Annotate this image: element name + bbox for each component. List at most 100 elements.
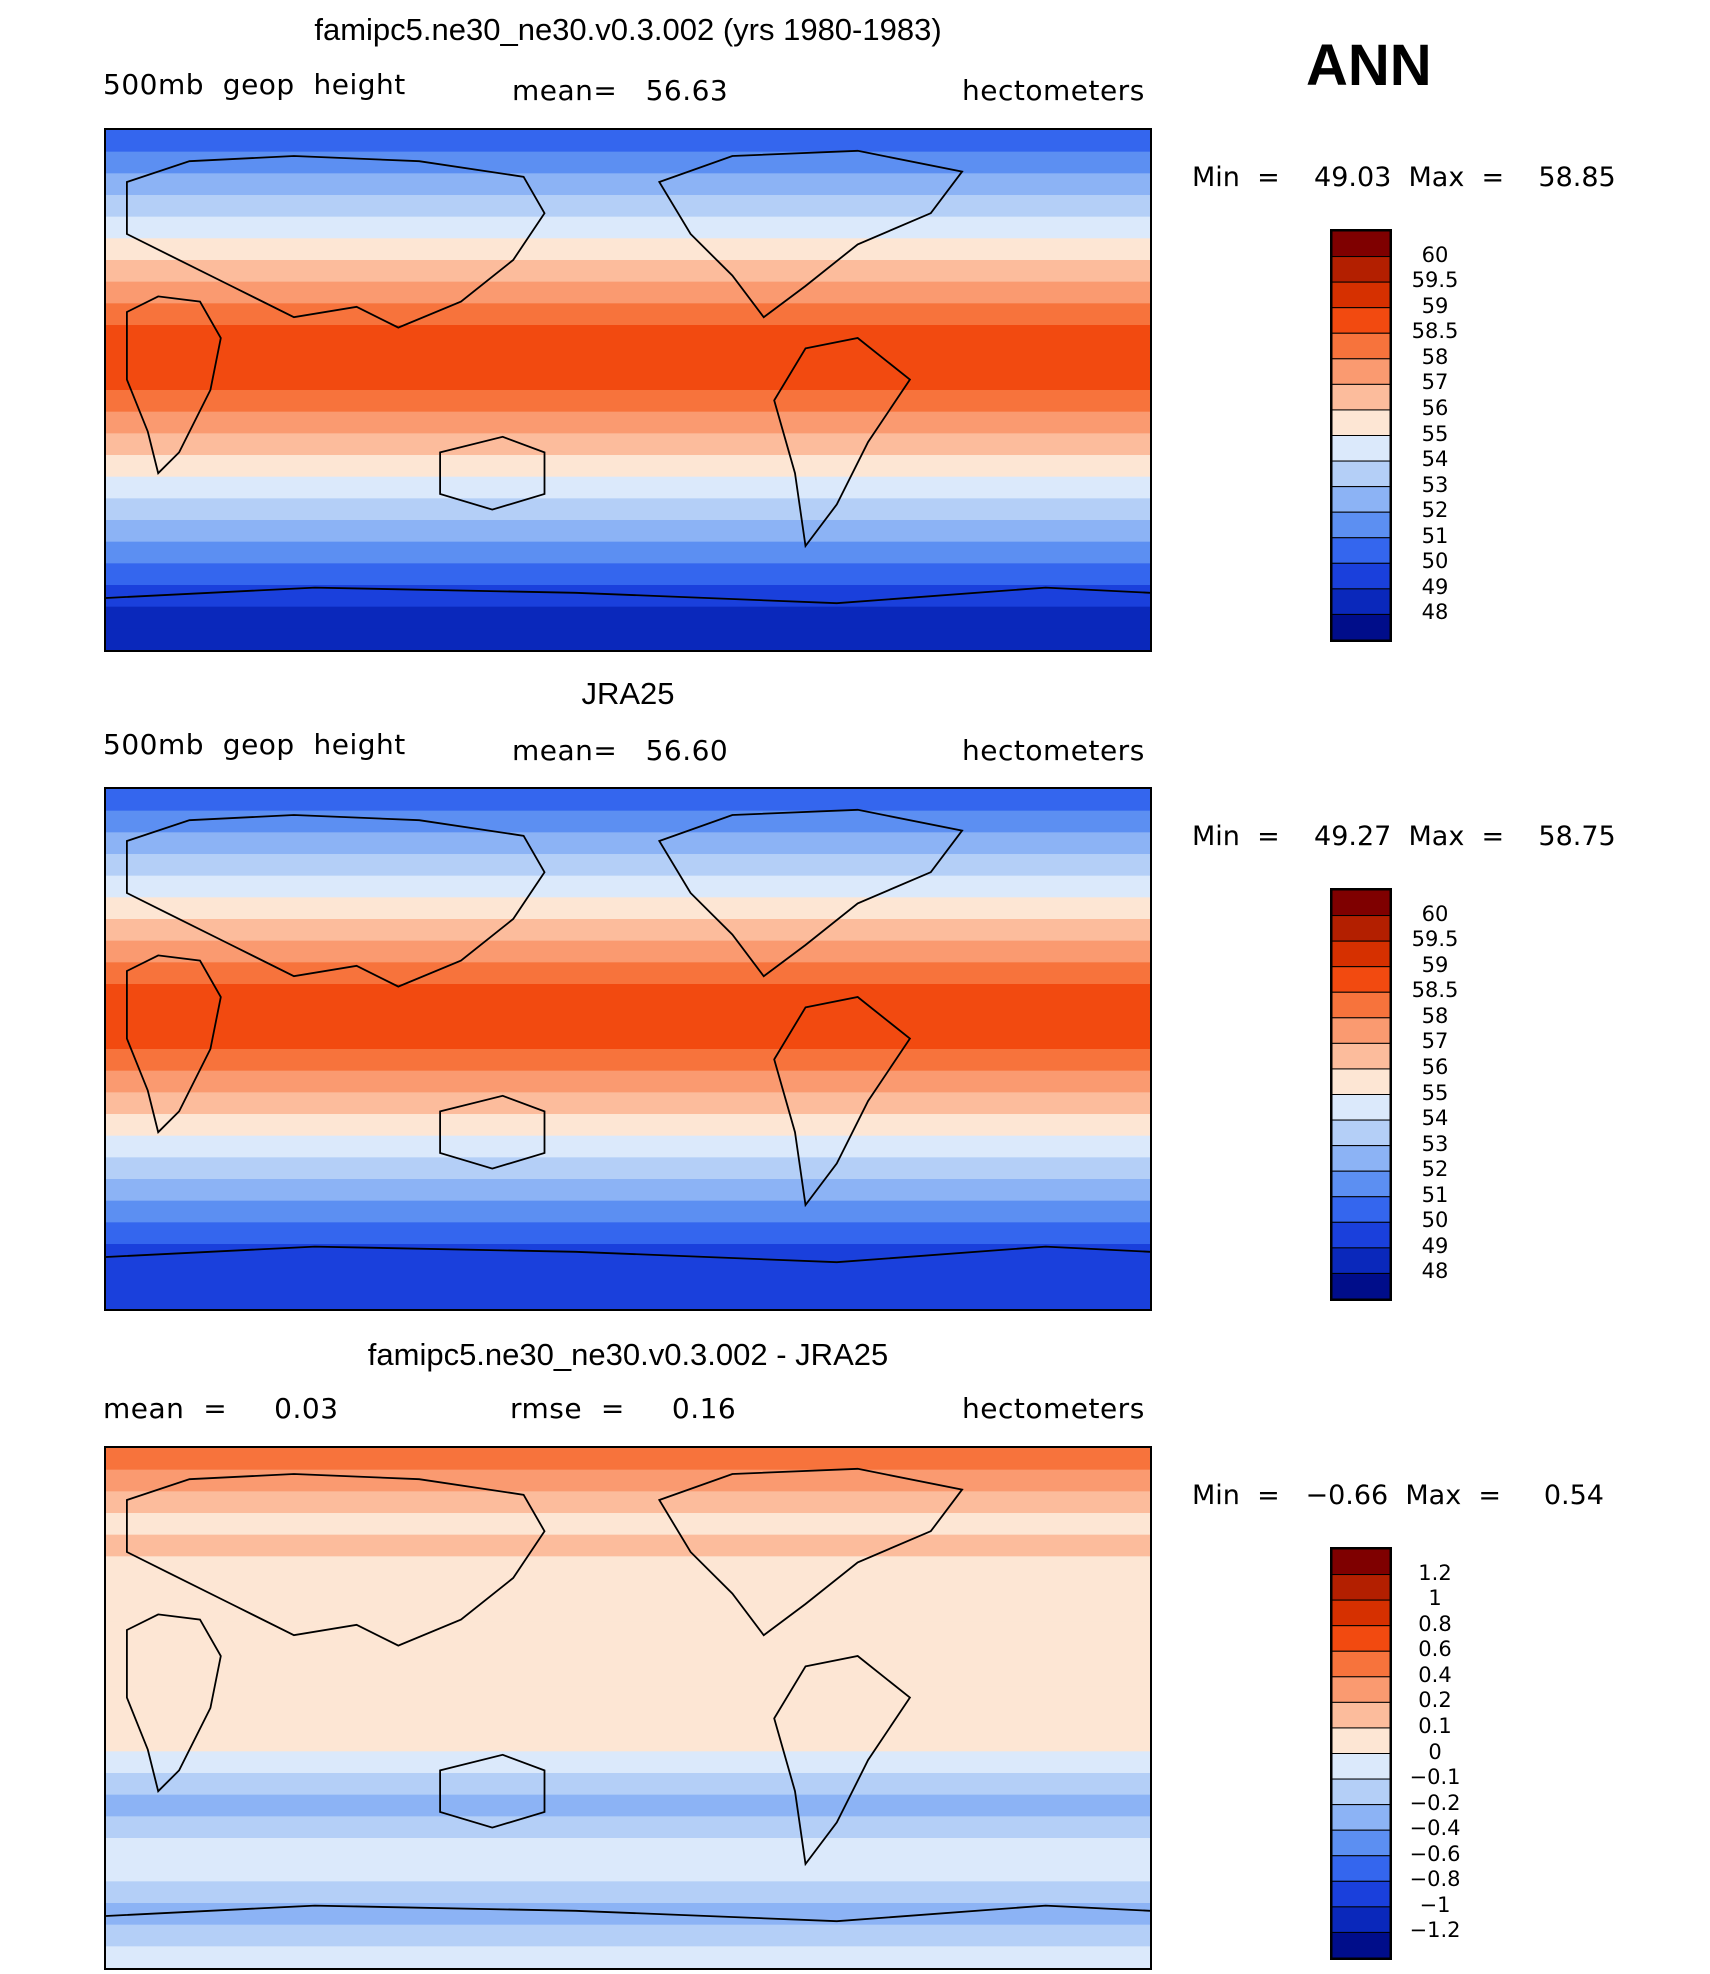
- colorbar-swatch: [1332, 231, 1390, 258]
- contour-band: [106, 1903, 1150, 1926]
- colorbar-swatch: [1332, 1119, 1390, 1147]
- panel-title: JRA25: [581, 676, 675, 711]
- contour-map: [104, 787, 1152, 1311]
- contour-band: [106, 984, 1150, 1007]
- contour-band: [106, 455, 1150, 478]
- contour-band: [106, 541, 1150, 564]
- colorbar-tick-label: 0.6: [1418, 1637, 1452, 1662]
- contour-band: [106, 1599, 1150, 1622]
- colorbar-tick-label: 54: [1421, 1106, 1449, 1131]
- contour-band: [106, 919, 1150, 942]
- colorbar-tick-label: 57: [1421, 1029, 1449, 1054]
- colorbar-swatch: [1332, 966, 1390, 993]
- rmse-label: rmse = 0.16: [510, 1392, 737, 1425]
- colorbar-swatch: [1332, 435, 1390, 462]
- colorbar-tick-label: 51: [1421, 1182, 1449, 1207]
- contour-band: [106, 1773, 1150, 1796]
- colorbar-tick-label: 48: [1421, 600, 1449, 625]
- colorbar-swatch: [1332, 409, 1390, 436]
- contour-band: [106, 1157, 1150, 1180]
- colorbar-swatch: [1332, 562, 1390, 590]
- colorbar-tick-label: 54: [1421, 447, 1449, 472]
- contour-band: [106, 1946, 1150, 1968]
- coastline: [126, 155, 546, 329]
- contour-band: [106, 789, 1150, 812]
- coastline: [106, 586, 1150, 605]
- colorbar-tick-label: 50: [1421, 549, 1449, 574]
- colorbar-swatch: [1332, 1042, 1390, 1070]
- contour-band: [106, 281, 1150, 304]
- contour-band: [106, 1448, 1150, 1471]
- colorbar-tick-label: −0.6: [1409, 1841, 1461, 1866]
- colorbar-tick-label: 1: [1428, 1586, 1442, 1611]
- contour-band: [106, 1513, 1150, 1536]
- coastline: [773, 337, 912, 549]
- contour-band: [106, 1686, 1150, 1709]
- contour-band: [106, 1794, 1150, 1817]
- colorbar-tick-label: 0.8: [1418, 1611, 1452, 1636]
- contour-band: [106, 606, 1150, 629]
- colorbar-tick-label: 57: [1421, 370, 1449, 395]
- colorbar-tick-label: 0.2: [1418, 1688, 1452, 1713]
- coastline: [126, 954, 222, 1134]
- colorbar-swatch: [1332, 1855, 1390, 1882]
- colorbar-swatch: [1332, 1829, 1390, 1857]
- panel-title: famipc5.ne30_ne30.v0.3.002 (yrs 1980-198…: [314, 12, 942, 47]
- contour-band: [106, 1816, 1150, 1839]
- colorbar-tick-label: 53: [1421, 472, 1449, 497]
- coastline: [126, 1613, 222, 1793]
- contour-band: [106, 1222, 1150, 1245]
- colorbar-tick-label: −1.2: [1409, 1918, 1461, 1943]
- contour-band: [106, 1244, 1150, 1267]
- colorbar-swatch: [1332, 511, 1390, 539]
- contour-band: [106, 1469, 1150, 1492]
- contour-band: [106, 1135, 1150, 1158]
- contour-band: [106, 325, 1150, 348]
- colorbar-swatch: [1332, 1068, 1390, 1095]
- colorbar-swatch: [1332, 1676, 1390, 1703]
- colorbar-tick-label: 49: [1421, 1233, 1449, 1258]
- contour-band: [106, 897, 1150, 920]
- coastline: [126, 295, 222, 475]
- colorbar-tick-label: 58: [1421, 1003, 1449, 1028]
- contour-band: [106, 832, 1150, 855]
- coastline: [439, 1094, 546, 1170]
- colorbar-tick-label: 58.5: [1411, 978, 1459, 1003]
- contour-band: [106, 810, 1150, 833]
- colorbar-swatch: [1332, 1701, 1390, 1729]
- contour-band: [106, 1005, 1150, 1028]
- contour-band: [106, 1751, 1150, 1774]
- colorbar-swatch: [1332, 1196, 1390, 1223]
- coastline: [773, 996, 912, 1208]
- contour-band: [106, 1049, 1150, 1072]
- contour-band: [106, 1070, 1150, 1093]
- contour-band: [106, 390, 1150, 413]
- contour-band: [106, 563, 1150, 586]
- colorbar-swatch: [1332, 281, 1390, 309]
- colorbar-swatch: [1332, 1906, 1390, 1933]
- colorbar-swatch: [1332, 383, 1390, 411]
- contour-band: [106, 195, 1150, 218]
- contour-band: [106, 1729, 1150, 1752]
- units-label: hectometers: [962, 1392, 1145, 1425]
- coastline: [106, 1904, 1150, 1923]
- coastline: [126, 814, 546, 988]
- colorbar-swatch: [1332, 358, 1390, 385]
- colorbar-swatch: [1332, 1880, 1390, 1908]
- colorbar-tick-label: −0.1: [1409, 1765, 1461, 1790]
- coastline: [439, 435, 546, 511]
- colorbar-swatch: [1332, 613, 1390, 640]
- contour-band: [106, 1621, 1150, 1644]
- colorbar-tick-label: 60: [1421, 242, 1449, 267]
- colorbar-swatch: [1332, 486, 1390, 513]
- panel-title: famipc5.ne30_ne30.v0.3.002 - JRA25: [367, 1337, 889, 1372]
- colorbar-swatch: [1332, 307, 1390, 334]
- colorbar-swatch: [1332, 1753, 1390, 1780]
- contour-band: [106, 1859, 1150, 1882]
- contour-band: [106, 346, 1150, 369]
- coastline: [106, 1245, 1150, 1264]
- coastline: [657, 149, 964, 319]
- colorbar-swatch: [1332, 1221, 1390, 1249]
- contour-band: [106, 628, 1150, 650]
- contour-band: [106, 1664, 1150, 1687]
